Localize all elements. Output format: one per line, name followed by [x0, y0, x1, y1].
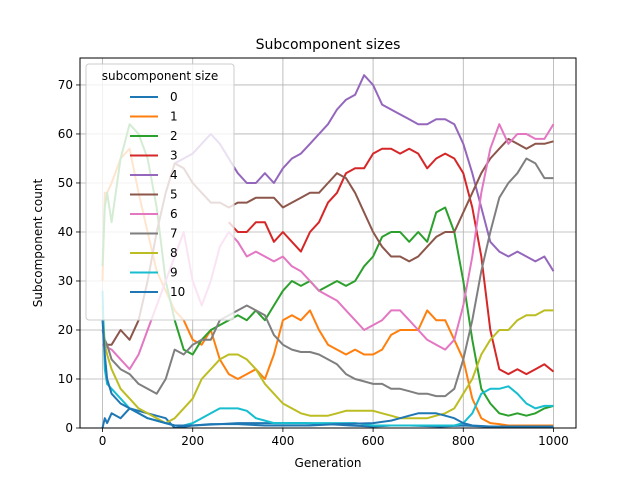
x-tick-label: 0 — [99, 434, 107, 448]
series-line-4 — [174, 74, 555, 272]
legend-box — [85, 63, 235, 321]
y-tick-label: 30 — [58, 274, 73, 288]
x-tick-label: 600 — [362, 434, 385, 448]
y-axis-ticks: 0 10 20 30 40 50 60 70 — [58, 78, 80, 435]
plot-frame — [79, 57, 577, 429]
y-tick-label: 0 — [65, 421, 73, 435]
y-tick-label: 10 — [58, 372, 73, 386]
legend-label-0: 0 — [170, 90, 178, 104]
legend-label-1: 1 — [170, 110, 178, 124]
x-tick-label: 800 — [452, 434, 475, 448]
chart-title: Subcomponent sizes — [256, 37, 401, 53]
grid-lines — [80, 58, 576, 429]
x-tick-label: 400 — [271, 434, 294, 448]
series-line-10 — [101, 320, 554, 428]
y-tick-label: 40 — [58, 225, 73, 239]
series-line-7 — [101, 157, 554, 398]
legend-label-3: 3 — [170, 149, 178, 163]
x-axis-label: Generation — [295, 456, 362, 470]
legend-label-6: 6 — [170, 207, 178, 221]
y-tick-label: 50 — [58, 176, 73, 190]
x-tick-label: 200 — [181, 434, 204, 448]
x-axis-ticks: 0 200 400 600 800 1000 — [99, 428, 569, 448]
y-tick-label: 70 — [58, 78, 73, 92]
legend-label-7: 7 — [170, 227, 178, 241]
x-tick-label: 1000 — [538, 434, 569, 448]
series-line-0 — [101, 407, 554, 428]
series-line-3 — [228, 147, 555, 376]
legend-label-2: 2 — [170, 129, 178, 143]
legend: subcomponent size 0 1 2 3 4 5 6 7 8 9 10 — [85, 63, 235, 321]
legend-title: subcomponent size — [102, 69, 218, 83]
legend-label-5: 5 — [170, 188, 178, 202]
legend-label-4: 4 — [170, 168, 178, 182]
y-tick-label: 60 — [58, 127, 73, 141]
legend-label-8: 8 — [170, 246, 178, 260]
y-axis-label: Subcomponent count — [31, 179, 45, 308]
y-tick-label: 20 — [58, 323, 73, 337]
legend-label-9: 9 — [170, 266, 178, 280]
legend-items: 0 1 2 3 4 5 6 7 8 9 10 — [130, 90, 185, 299]
legend-label-10: 10 — [170, 285, 185, 299]
